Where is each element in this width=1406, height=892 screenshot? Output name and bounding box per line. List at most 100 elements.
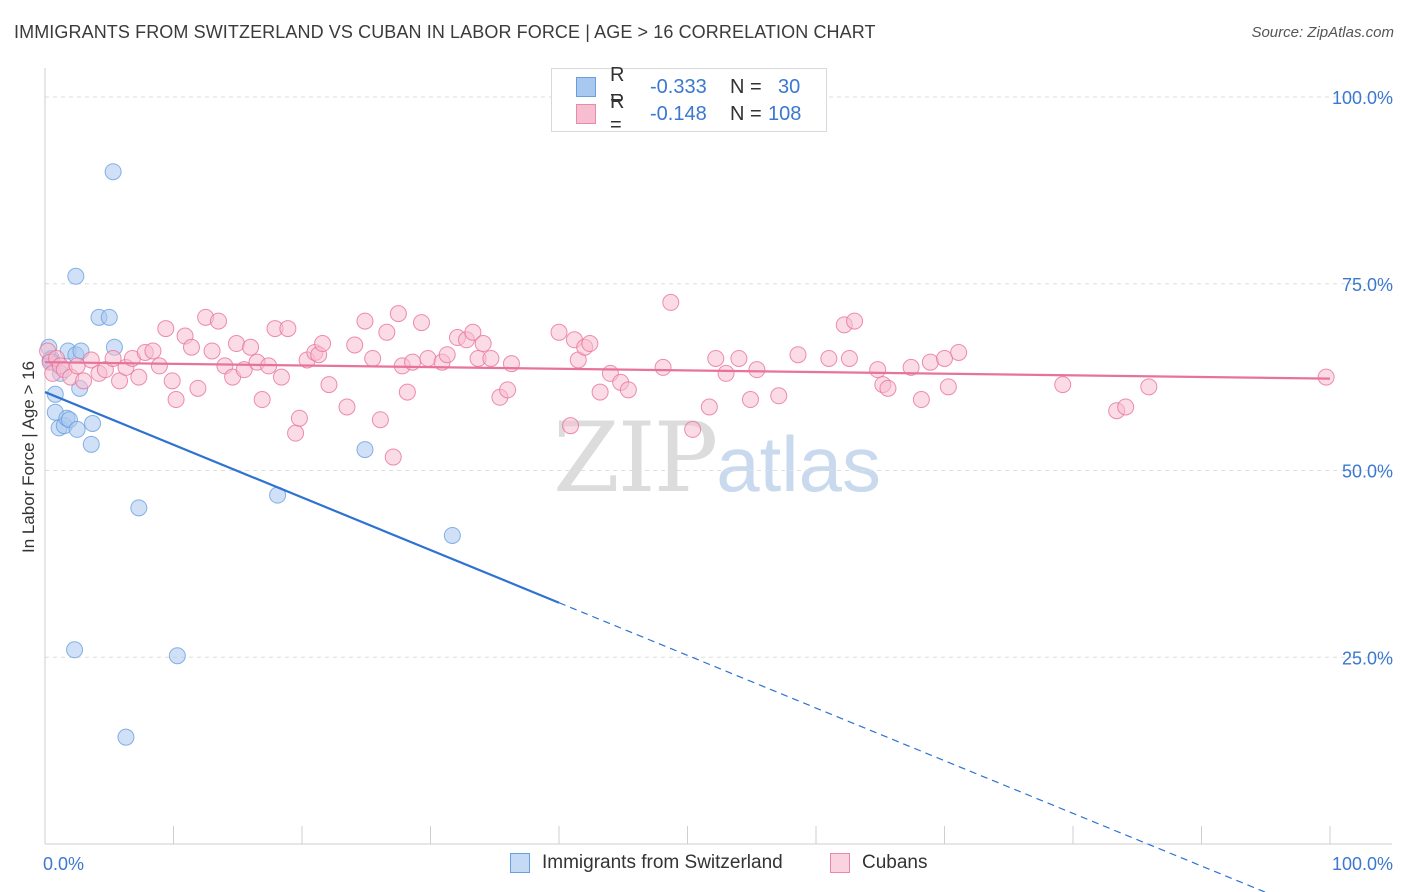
point-cubans	[82, 351, 100, 369]
point-cubans	[75, 372, 93, 390]
y-tick-label: 75.0%	[1342, 275, 1393, 295]
point-cubans	[378, 323, 396, 341]
point-cubans	[902, 358, 920, 376]
point-cubans	[748, 361, 766, 379]
point-cubans	[1054, 376, 1072, 394]
watermark-atlas: atlas	[716, 420, 881, 508]
point-cubans	[820, 349, 838, 367]
point-cubans	[1317, 368, 1335, 386]
point-cubans	[398, 383, 416, 401]
point-cubans	[591, 383, 609, 401]
legend-item-switzerland: Immigrants from Switzerland	[510, 852, 783, 874]
point-cubans	[364, 349, 382, 367]
point-cubans	[287, 424, 305, 442]
legend-swatch-cubans	[830, 853, 850, 873]
stats-legend-row-switzerland: R = -0.333 N = 30	[576, 64, 801, 109]
point-cubans	[167, 391, 185, 409]
point-switzerland	[100, 308, 118, 326]
y-tick-label: 25.0%	[1342, 648, 1393, 668]
point-cubans	[209, 312, 227, 330]
source-label: Source: ZipAtlas.com	[1251, 24, 1394, 41]
y-tick-label: 50.0%	[1342, 462, 1393, 482]
point-cubans	[464, 323, 482, 341]
point-cubans	[438, 346, 456, 364]
point-cubans	[700, 398, 718, 416]
point-cubans	[581, 335, 599, 353]
stats-legend: R = -0.333 N = 30 R = -0.148 N = 108	[551, 64, 827, 136]
point-cubans	[150, 357, 168, 375]
point-switzerland	[84, 414, 102, 432]
point-cubans	[371, 411, 389, 429]
swatch-cubans	[576, 104, 596, 124]
point-cubans	[474, 335, 492, 353]
point-cubans	[562, 417, 580, 435]
legend-swatch-switzerland	[510, 853, 530, 873]
n-value: 30	[778, 75, 801, 98]
point-cubans	[272, 368, 290, 386]
point-cubans	[253, 391, 271, 409]
trendline-switzerland-extension	[558, 602, 1267, 892]
point-cubans	[290, 409, 308, 427]
point-cubans	[242, 338, 260, 356]
point-cubans	[163, 372, 181, 390]
point-cubans	[846, 312, 864, 330]
point-cubans	[144, 342, 162, 360]
point-cubans	[413, 314, 431, 332]
legend-label-switzerland: Immigrants from Switzerland	[542, 852, 783, 873]
point-switzerland	[82, 435, 100, 453]
trendline-cubans	[44, 361, 1331, 380]
point-cubans	[189, 379, 207, 397]
point-cubans	[482, 349, 500, 367]
chart-title: IMMIGRANTS FROM SWITZERLAND VS CUBAN IN …	[14, 22, 876, 42]
point-switzerland	[117, 728, 135, 746]
point-cubans	[939, 378, 957, 396]
legend-item-cubans: Cubans	[830, 852, 928, 874]
point-switzerland	[356, 441, 374, 459]
point-cubans	[384, 448, 402, 466]
point-cubans	[182, 338, 200, 356]
point-switzerland	[168, 647, 186, 665]
point-cubans	[921, 353, 939, 371]
point-cubans	[619, 381, 637, 399]
r-value: -0.148	[650, 102, 707, 125]
point-switzerland	[443, 526, 461, 544]
r-label: R =	[610, 64, 625, 109]
point-cubans	[419, 349, 437, 367]
point-cubans	[879, 379, 897, 397]
watermark: ZIPatlas	[553, 402, 881, 514]
point-switzerland	[66, 641, 84, 659]
point-cubans	[684, 420, 702, 438]
point-switzerland	[67, 267, 85, 285]
point-cubans	[741, 391, 759, 409]
y-axis-label: In Labor Force | Age > 16	[19, 361, 38, 553]
point-cubans	[320, 376, 338, 394]
point-cubans	[550, 323, 568, 341]
point-switzerland	[104, 163, 122, 181]
watermark-zip: ZIP	[553, 402, 718, 514]
point-cubans	[1140, 378, 1158, 396]
point-cubans	[1117, 398, 1135, 416]
point-cubans	[869, 361, 887, 379]
point-cubans	[157, 320, 175, 338]
x-tick-label: 0.0%	[43, 854, 84, 874]
point-cubans	[227, 335, 245, 353]
trendline-switzerland	[44, 391, 560, 604]
point-cubans	[314, 335, 332, 353]
point-cubans	[356, 312, 374, 330]
point-cubans	[68, 357, 86, 375]
point-cubans	[662, 293, 680, 311]
point-cubans	[789, 346, 807, 364]
point-cubans	[936, 349, 953, 367]
point-cubans	[950, 343, 968, 361]
legend-label-cubans: Cubans	[862, 852, 928, 873]
point-cubans	[338, 398, 356, 416]
y-tick-label: 100.0%	[1332, 88, 1393, 108]
n-label: N =	[730, 75, 762, 98]
point-cubans	[279, 320, 297, 338]
point-cubans	[389, 305, 407, 323]
point-switzerland	[68, 420, 86, 438]
point-cubans	[717, 364, 735, 382]
r-value: -0.333	[650, 75, 707, 98]
point-cubans	[654, 358, 672, 376]
